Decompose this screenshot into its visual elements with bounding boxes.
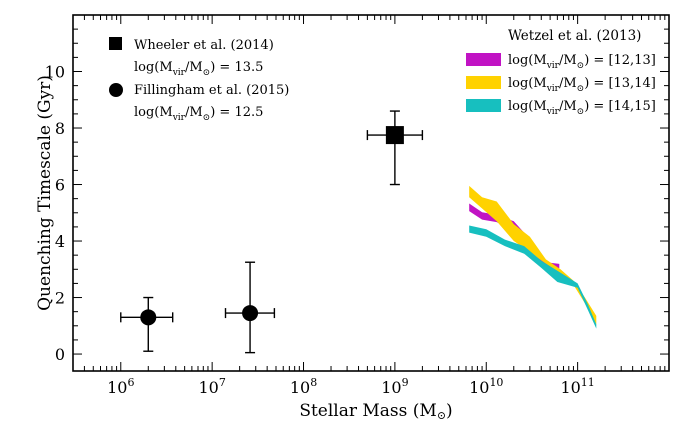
x-tick-label-2: 107 [198,376,225,397]
data-point-circle-3 [242,305,259,322]
legend-sub-wheeler: log(Mvir/M⊙) = 13.5 [134,60,263,78]
legend-square-marker [109,37,122,50]
legend-label-wheeler: Wheeler et al. (2014) [134,38,274,53]
y-axis-title: Quenching Timescale (Gyr) [35,75,55,311]
y-tick-label-3: 4 [55,232,65,251]
x-tick-label-base: 10 [469,378,489,397]
x-tick-label-exponent: 6 [127,376,134,389]
x-tick-label-base: 10 [198,378,218,397]
legend-swatch-13-14 [466,76,501,89]
y-tick-label-1: 0 [55,345,65,364]
y-tick-label-2: 2 [55,289,65,308]
legend-sub-fillingham: log(Mvir/M⊙) = 12.5 [134,105,263,123]
x-tick-label-6: 1011 [560,376,594,397]
x-tick-label-base: 10 [381,378,401,397]
x-tick-label-4: 109 [381,376,408,397]
legend-label-12-13: log(Mvir/M⊙) = [12,13] [508,53,656,71]
y-tick-label-5: 8 [55,119,65,138]
legend-left: Wheeler et al. (2014) log(Mvir/M⊙) = 13.… [109,37,289,123]
y-tick-label-4: 6 [55,176,65,195]
x-tick-label-1: 106 [107,376,134,397]
legend-right-title: Wetzel et al. (2013) [508,28,641,44]
plot-frame [72,14,670,372]
data-point-square-1 [385,126,404,145]
x-tick-label-exponent: 8 [310,376,317,389]
y-tick-label-6: 10 [45,63,65,82]
x-tick-label-3: 108 [290,376,317,397]
legend-label-13-14: log(Mvir/M⊙) = [13,14] [508,76,656,94]
x-tick-label-exponent: 9 [402,376,409,389]
x-tick-label-base: 10 [107,378,127,397]
markers-layer [140,126,404,326]
legend-sub-wheeler-index: vir [172,68,186,78]
legend-swatch-14-15 [466,99,501,112]
data-point-circle-2 [140,309,157,326]
x-tick-label-exponent: 11 [581,376,595,389]
x-tick-label-base: 10 [290,378,310,397]
ticks-layer [72,14,670,371]
legend-label-14-15: log(Mvir/M⊙) = [14,15] [508,99,656,117]
wetzel-band-2 [469,185,597,325]
bands-layer [469,185,597,329]
legend-swatch-12-13 [466,53,501,66]
x-axis-title: Stellar Mass (M⊙) [299,401,452,422]
x-tick-label-exponent: 10 [489,376,503,389]
x-tick-label-exponent: 7 [219,376,226,389]
legend-label-fillingham: Fillingham et al. (2015) [134,83,289,98]
x-tick-label-5: 1010 [469,376,503,397]
legend-right: Wetzel et al. (2013) log(Mvir/M⊙) = [12,… [466,28,656,117]
legend-circle-marker [109,83,123,97]
x-tick-label-base: 10 [560,378,580,397]
